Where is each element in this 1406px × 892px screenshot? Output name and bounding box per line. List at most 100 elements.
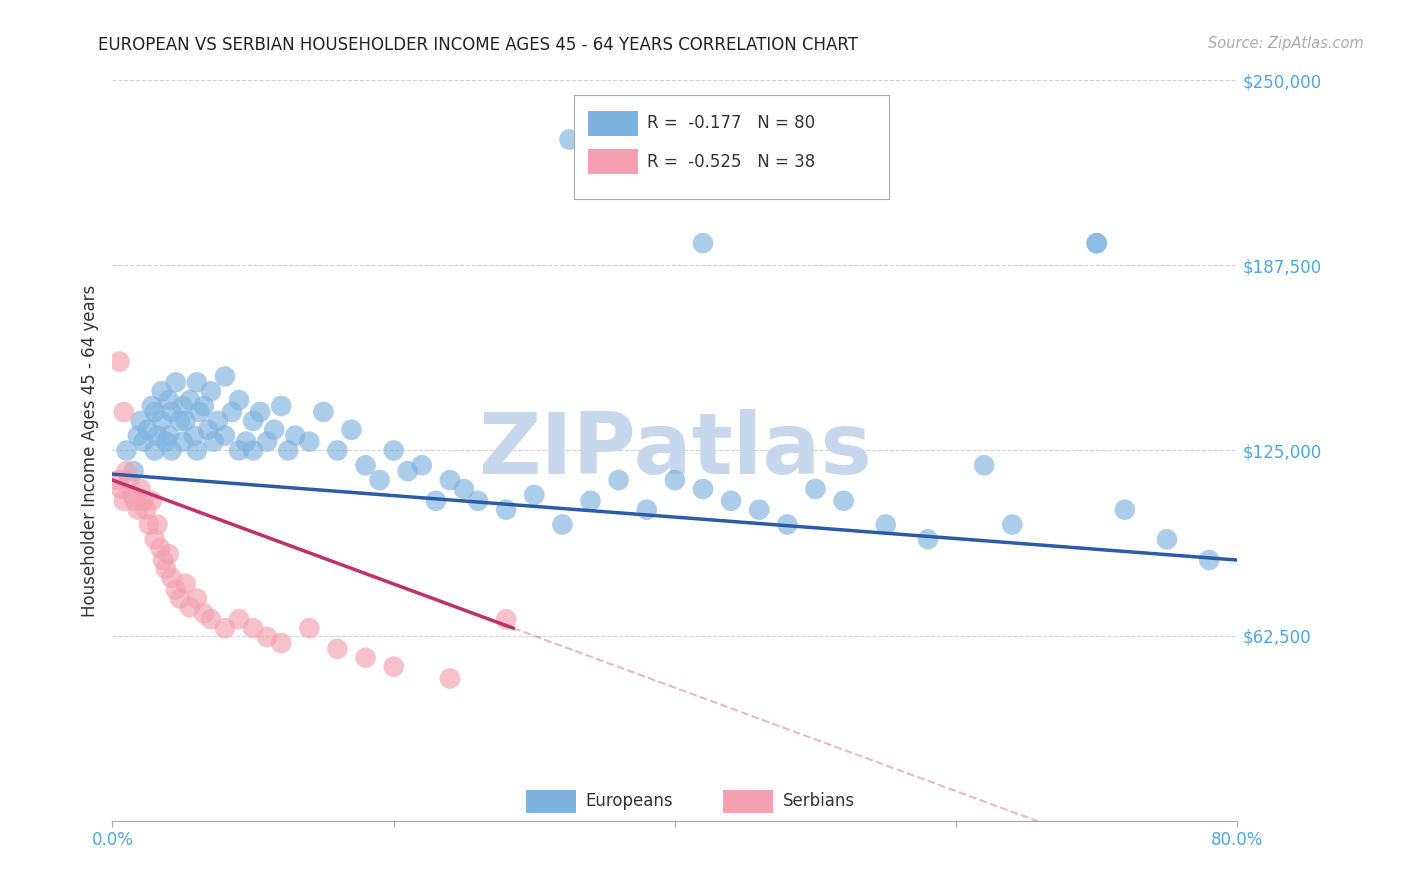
Point: [169, 591, 191, 606]
Point: [110, 482, 132, 496]
Point: [242, 621, 264, 635]
Point: [284, 428, 307, 442]
Point: [150, 414, 173, 428]
Point: [143, 405, 166, 419]
Point: [160, 443, 183, 458]
Point: [1001, 517, 1024, 532]
Point: [354, 458, 377, 473]
Point: [467, 493, 489, 508]
Point: [551, 517, 574, 532]
Point: [157, 547, 180, 561]
Point: [183, 428, 205, 442]
Point: [124, 493, 146, 508]
Point: [197, 423, 219, 437]
Point: [157, 393, 180, 408]
Point: [165, 582, 187, 597]
Point: [832, 493, 855, 508]
Point: [1085, 236, 1108, 251]
Point: [354, 650, 377, 665]
Point: [326, 443, 349, 458]
Text: R =  -0.525   N = 38: R = -0.525 N = 38: [647, 153, 815, 170]
Point: [228, 612, 250, 626]
Point: [149, 541, 172, 556]
Point: [186, 376, 208, 390]
Point: [1198, 553, 1220, 567]
Point: [270, 636, 292, 650]
Point: [141, 399, 163, 413]
Point: [579, 493, 602, 508]
Point: [155, 562, 177, 576]
Point: [122, 464, 145, 478]
Point: [312, 405, 335, 419]
Point: [152, 553, 174, 567]
Point: [495, 502, 517, 516]
Point: [118, 473, 141, 487]
Point: [115, 464, 138, 478]
Point: [242, 443, 264, 458]
Point: [169, 414, 191, 428]
Point: [160, 571, 183, 585]
Point: [214, 428, 236, 442]
Point: [186, 591, 208, 606]
Point: [146, 517, 169, 532]
Point: [523, 488, 546, 502]
Point: [136, 423, 159, 437]
Point: [186, 443, 208, 458]
Point: [439, 473, 461, 487]
Point: [298, 434, 321, 449]
Point: [150, 384, 173, 399]
Point: [748, 502, 770, 516]
Point: [174, 414, 197, 428]
Point: [214, 621, 236, 635]
Point: [917, 533, 939, 547]
Point: [143, 443, 166, 458]
Point: [200, 384, 222, 399]
Point: [132, 493, 155, 508]
Point: [382, 659, 405, 673]
Point: [558, 132, 581, 146]
Point: [202, 434, 225, 449]
Point: [214, 369, 236, 384]
Point: [135, 502, 157, 516]
Point: [132, 434, 155, 449]
FancyBboxPatch shape: [588, 149, 638, 174]
Point: [425, 493, 447, 508]
Point: [382, 443, 405, 458]
Point: [157, 428, 180, 442]
Point: [298, 621, 321, 635]
Y-axis label: Householder Income Ages 45 - 64 years: Householder Income Ages 45 - 64 years: [80, 285, 98, 616]
Point: [165, 376, 187, 390]
Point: [179, 600, 201, 615]
Point: [720, 493, 742, 508]
Point: [368, 473, 391, 487]
Point: [155, 434, 177, 449]
Point: [776, 517, 799, 532]
Point: [804, 482, 827, 496]
Point: [256, 434, 278, 449]
Point: [160, 405, 183, 419]
Point: [249, 405, 271, 419]
Point: [129, 482, 152, 496]
Point: [396, 464, 419, 478]
Point: [127, 428, 149, 442]
Point: [138, 517, 160, 532]
Point: [875, 517, 897, 532]
Point: [172, 399, 194, 413]
Point: [235, 434, 257, 449]
Point: [692, 482, 714, 496]
FancyBboxPatch shape: [574, 95, 889, 199]
Text: EUROPEAN VS SERBIAN HOUSEHOLDER INCOME AGES 45 - 64 YEARS CORRELATION CHART: EUROPEAN VS SERBIAN HOUSEHOLDER INCOME A…: [98, 36, 859, 54]
Point: [607, 473, 630, 487]
FancyBboxPatch shape: [526, 789, 576, 814]
Point: [636, 502, 658, 516]
Point: [115, 443, 138, 458]
Point: [193, 607, 215, 621]
Point: [439, 672, 461, 686]
Point: [973, 458, 995, 473]
Point: [127, 502, 149, 516]
Point: [143, 533, 166, 547]
Point: [326, 641, 349, 656]
Point: [228, 393, 250, 408]
Point: [1114, 502, 1136, 516]
Point: [340, 423, 363, 437]
